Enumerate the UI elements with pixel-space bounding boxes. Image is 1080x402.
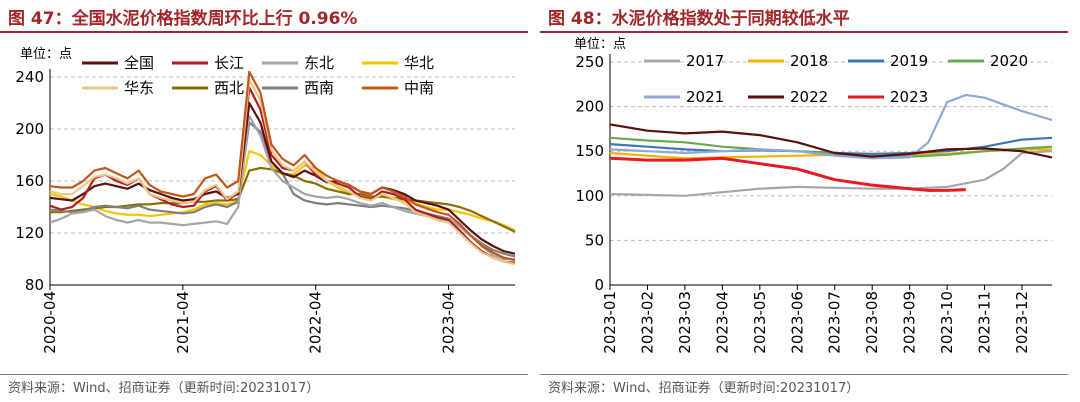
right-source-note: 资料来源：Wind、招商证券（更新时间:20231017） [548,381,860,396]
left-y-tick-label: 200 [15,120,44,138]
right-legend-label: 2023 [890,88,928,106]
left-x-tick-label: 2022-04 [307,291,325,354]
right-y-tick-label: 200 [575,98,604,116]
left-series-line-中南 [49,70,516,262]
left-x-tick-label: 2020-04 [41,291,59,354]
left-legend-label: 东北 [304,54,334,72]
right-x-tick-label: 2023-07 [826,291,844,354]
left-y-tick-label: 240 [15,68,44,86]
right-chart: 单位：点 0 50 100 150 200 250 2023-01 2023-02 2023-03… [574,37,1053,354]
right-unit-label: 单位：点 [574,37,626,52]
right-panel: 图 48：水泥价格指数处于同期较低水平 单位：点 0 50 100 150 200 250 2… [540,0,1080,402]
right-x-tick-label: 2023-04 [713,291,731,354]
right-legend-label: 2019 [890,52,928,70]
right-title-rule [540,31,1068,33]
left-legend-label: 长江 [214,54,244,72]
left-legend-label: 全国 [124,54,154,72]
left-series-line-全国 [49,101,516,255]
left-y-tick-label: 160 [15,172,44,190]
right-y-tick-label: 250 [575,53,604,71]
right-legend-label: 2022 [790,88,828,106]
right-y-tick-label: 150 [575,142,604,160]
right-x-tick-label: 2023-02 [638,291,656,354]
left-legend-label: 中南 [404,79,434,97]
left-footer-rule [0,374,528,375]
right-x-tick-label: 2023-10 [938,291,956,354]
right-x-tick-label: 2023-09 [901,291,919,354]
right-x-tick-label: 2023-05 [751,291,769,354]
right-x-tick-label: 2023-06 [788,291,806,354]
left-chart-title: 图 47：全国水泥价格指数周环比上行 0.96% [8,9,358,29]
right-footer-rule [540,374,1068,375]
left-panel: 图 47：全国水泥价格指数周环比上行 0.96% 单位：点 80 120 160 200… [0,9,528,396]
left-x-tick-label: 2023-04 [440,291,458,354]
right-y-tick-label: 0 [594,276,604,294]
right-x-tick-label: 2023-01 [601,291,619,354]
right-x-tick-label: 2023-03 [676,291,694,354]
right-y-tick-label: 100 [575,187,604,205]
left-series-line-长江 [49,86,516,264]
right-x-tick-label: 2023-12 [1013,291,1031,354]
left-unit-label: 单位：点 [20,47,72,62]
left-x-tick-label: 2021-04 [174,291,192,354]
right-series-line-2017 [609,150,1053,197]
right-series-line-2022 [609,123,1053,159]
right-legend-label: 2017 [686,52,724,70]
left-series-line-西南 [49,121,516,258]
right-legend-label: 2021 [686,88,724,106]
left-series-line-东北 [49,114,515,261]
right-legend-label: 2020 [990,52,1028,70]
left-y-tick-label: 120 [15,224,44,242]
left-title-rule [0,31,528,33]
right-chart-title: 图 48：水泥价格指数处于同期较低水平 [548,9,850,29]
left-source-note: 资料来源：Wind、招商证券（更新时间:20231017） [8,381,320,396]
right-x-tick-label: 2023-11 [976,291,994,354]
right-y-tick-label: 50 [585,231,604,249]
left-y-tick-label: 80 [25,276,44,294]
right-series-line-2023 [609,156,966,192]
left-chart: 单位：点 80 120 160 200 240 2020-04 2021-04 2022-04 2… [15,47,516,354]
right-series-line-2021 [609,93,1053,160]
left-legend-label: 华北 [404,54,434,72]
right-x-tick-label: 2023-08 [863,291,881,354]
left-legend-label: 西南 [304,79,334,97]
left-legend-label: 华东 [124,79,154,97]
right-legend-label: 2018 [790,52,828,70]
left-series-line-华东 [49,78,516,266]
left-legend-label: 西北 [214,79,244,97]
